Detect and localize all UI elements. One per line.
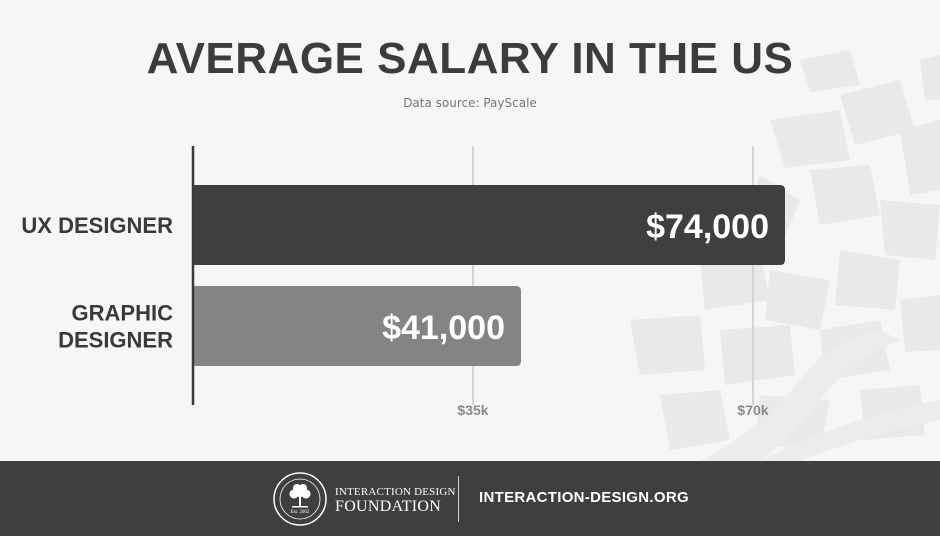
x-tick-label: $35k xyxy=(457,402,488,418)
x-tick-label: $70k xyxy=(737,402,768,418)
category-label-line: DESIGNER xyxy=(58,328,173,353)
footer: Est. 2002 INTERACTION DESIGN FOUNDATION … xyxy=(0,461,940,536)
foundation-seal-logo: Est. 2002 xyxy=(273,472,327,526)
seal-text: Est. 2002 xyxy=(291,510,310,515)
org-name-line2: FOUNDATION xyxy=(335,498,442,515)
bar-value-label: $74,000 xyxy=(646,208,769,246)
bar xyxy=(193,286,521,366)
site-url: INTERACTION-DESIGN.ORG xyxy=(479,489,689,506)
category-label-line: UX DESIGNER xyxy=(21,213,173,238)
bar-chart: $74,000 $41,000 UX DESIGNER GRAPHIC DESIGNER… xyxy=(21,146,785,418)
category-label: UX DESIGNER xyxy=(21,213,173,238)
chart-subtitle: Data source: PayScale xyxy=(403,96,537,110)
chart-title: AVERAGE SALARY IN THE US xyxy=(146,34,794,83)
category-label-line: GRAPHIC xyxy=(72,301,174,326)
footer-divider xyxy=(458,476,459,522)
category-label: GRAPHIC DESIGNER xyxy=(58,301,173,353)
org-name-line1: INTERACTION DESIGN xyxy=(335,486,456,498)
bar-value-label: $41,000 xyxy=(382,309,505,347)
bar xyxy=(193,185,785,265)
